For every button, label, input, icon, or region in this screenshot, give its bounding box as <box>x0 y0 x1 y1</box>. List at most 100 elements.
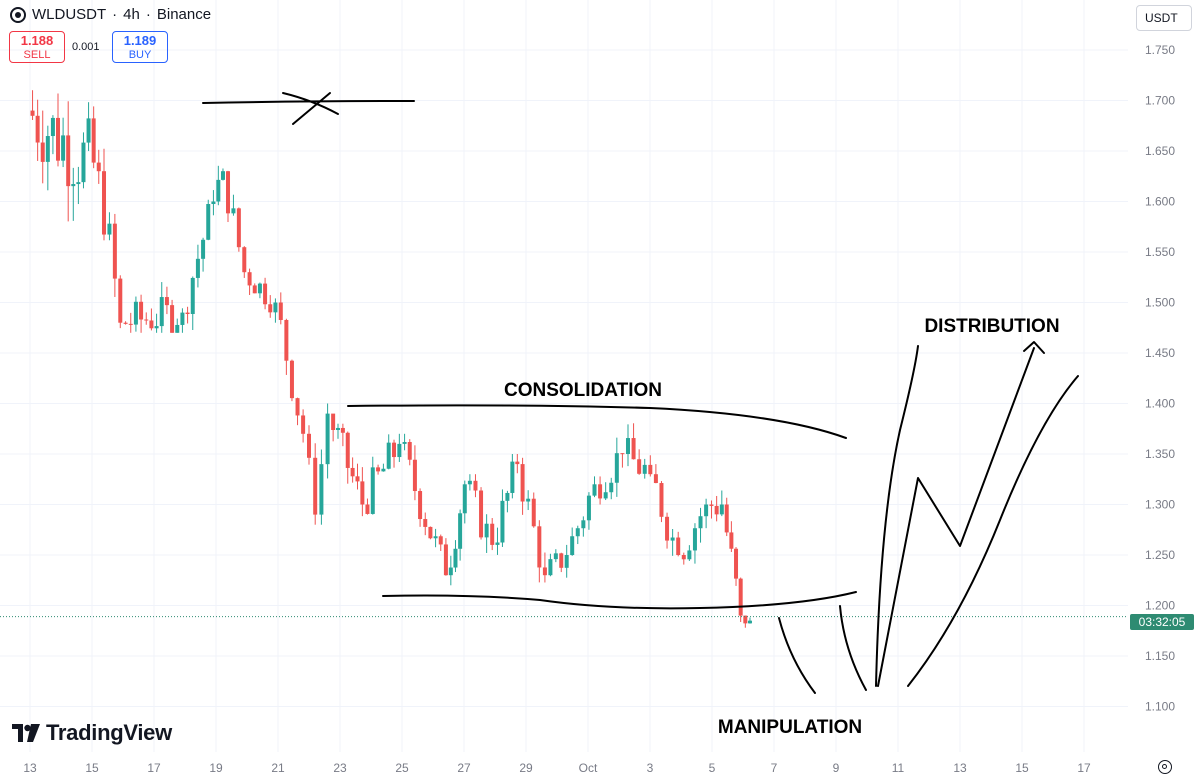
candle <box>453 540 458 573</box>
cross-mark-stroke-2 <box>292 92 331 125</box>
price-axis: 1.750 1.700 1.650 1.600 1.550 1.500 1.450 1.400… <box>1145 43 1175 714</box>
candle <box>170 299 175 333</box>
candle-body <box>438 536 443 545</box>
candle <box>729 521 734 552</box>
candle-body <box>734 548 739 579</box>
candle-body <box>76 182 81 185</box>
time-tick-label: 13 <box>953 761 967 775</box>
candle-body <box>724 504 729 533</box>
candle-body <box>467 480 472 485</box>
candle <box>438 534 443 551</box>
candle-body <box>592 484 597 496</box>
candle-body <box>642 464 647 474</box>
manipulation-stroke-2 <box>839 605 867 691</box>
candle <box>252 283 257 294</box>
candle-body <box>392 442 397 458</box>
time-tick-label: 23 <box>333 761 347 775</box>
consolidation-label: CONSOLIDATION <box>504 380 662 401</box>
candle-body <box>625 438 630 454</box>
candle <box>365 498 370 515</box>
candle-body <box>289 360 294 399</box>
candle <box>289 359 294 402</box>
candle <box>112 213 117 297</box>
candle-body <box>598 484 603 499</box>
candle <box>263 277 268 310</box>
candle <box>301 409 306 443</box>
candle <box>704 498 709 529</box>
symbol-name[interactable]: WLDUSDT <box>32 6 107 23</box>
time-tick-label: Oct <box>579 761 598 775</box>
buy-button[interactable]: 1.189 BUY <box>112 31 168 63</box>
time-tick-label: 17 <box>1077 761 1091 775</box>
candle <box>458 509 463 561</box>
candle <box>128 312 133 333</box>
candle-body <box>345 432 350 468</box>
candle <box>257 282 262 299</box>
candle <box>149 308 154 331</box>
candle-body <box>553 553 558 560</box>
candle <box>484 514 489 553</box>
candle <box>490 518 495 551</box>
time-tick-label: 13 <box>23 761 37 775</box>
candle-body <box>242 247 247 273</box>
tradingview-logo-text: TradingView <box>46 720 172 745</box>
candle-body <box>107 223 112 235</box>
time-tick-label: 15 <box>85 761 99 775</box>
candle <box>479 487 484 540</box>
candle-body <box>648 464 653 475</box>
tradingview-logo[interactable]: TradingView <box>12 720 172 746</box>
candle <box>195 244 200 288</box>
candle-body <box>484 523 489 538</box>
header-separator: · <box>112 6 118 23</box>
candle-body <box>118 278 123 323</box>
candle <box>325 403 330 479</box>
interval-label[interactable]: 4h <box>123 6 140 23</box>
candle-body <box>170 305 175 333</box>
candle <box>159 282 164 333</box>
candle <box>637 449 642 475</box>
candle <box>428 526 433 540</box>
candle <box>443 538 448 576</box>
candle-body <box>220 171 225 180</box>
candle <box>698 507 703 543</box>
buy-price: 1.189 <box>123 33 157 48</box>
candle <box>620 453 625 468</box>
price-tick-label: 1.600 <box>1145 195 1175 209</box>
candle-body <box>531 498 536 527</box>
candle-body <box>376 467 381 472</box>
candle <box>345 431 350 484</box>
candle <box>56 93 61 167</box>
candle <box>123 321 128 325</box>
candle <box>190 276 195 331</box>
currency-selector[interactable]: USDT <box>1136 5 1192 31</box>
candle <box>211 190 216 216</box>
time-axis: 13 15 17 19 21 23 25 27 29 Oct 3 5 7 9 11 13 15 17 <box>23 761 1091 775</box>
candle-body <box>149 320 154 329</box>
settings-icon[interactable] <box>1158 760 1172 774</box>
distribution-label: DISTRIBUTION <box>924 316 1059 337</box>
candle <box>30 90 35 120</box>
candle <box>76 166 81 205</box>
distribution-curve-1 <box>875 345 919 687</box>
time-tick-label: 21 <box>271 761 285 775</box>
candle-body <box>206 204 211 240</box>
candle <box>559 552 564 573</box>
candle <box>360 467 365 517</box>
candle-body <box>331 413 336 430</box>
candle <box>231 194 236 216</box>
sell-button[interactable]: 1.188 SELL <box>9 31 65 63</box>
candle <box>50 115 55 155</box>
candle-body <box>96 162 101 172</box>
price-tick-label: 1.650 <box>1145 144 1175 158</box>
spread-value: 0.001 <box>72 41 100 53</box>
candle <box>86 102 91 152</box>
candle-body <box>418 491 423 520</box>
candle <box>526 490 531 511</box>
candle-body <box>564 555 569 568</box>
candle <box>336 423 341 439</box>
candle-body <box>56 117 61 161</box>
time-tick-label: 27 <box>457 761 471 775</box>
manipulation-stroke-1 <box>778 617 816 694</box>
candle-body <box>381 468 386 472</box>
